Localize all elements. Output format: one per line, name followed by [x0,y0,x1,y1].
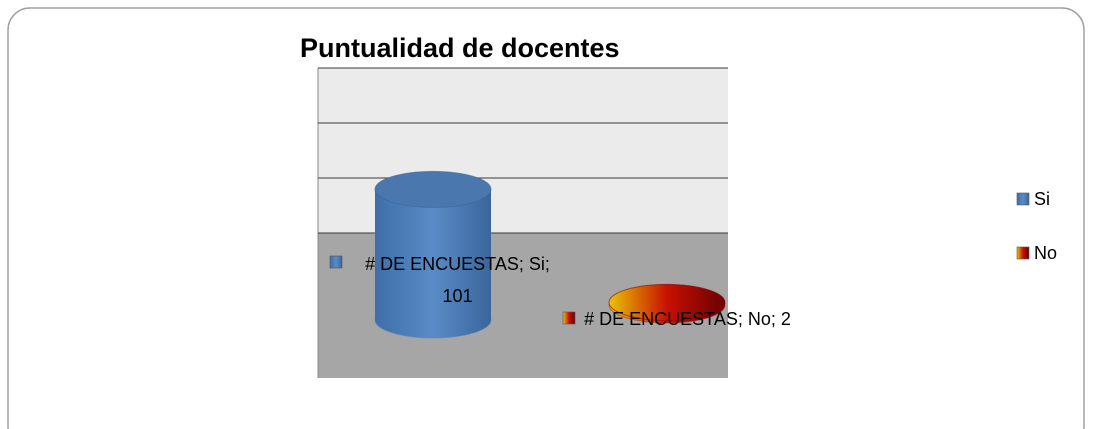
legend-label: No [1034,243,1057,263]
chart-title: Puntualidad de docentes [300,33,620,63]
label-key [562,311,576,325]
legend-key [1016,246,1030,260]
data-label: # DE ENCUESTAS; Si; 101 [365,254,550,306]
cylinder-top [374,170,492,208]
label-key [329,255,343,269]
cylinder-top [608,283,726,321]
data-label: # DE ENCUESTAS; No; 2 [584,309,791,329]
cylinder-body [375,189,491,320]
legend-label: Si [1034,189,1050,209]
legend-key [1016,192,1030,206]
